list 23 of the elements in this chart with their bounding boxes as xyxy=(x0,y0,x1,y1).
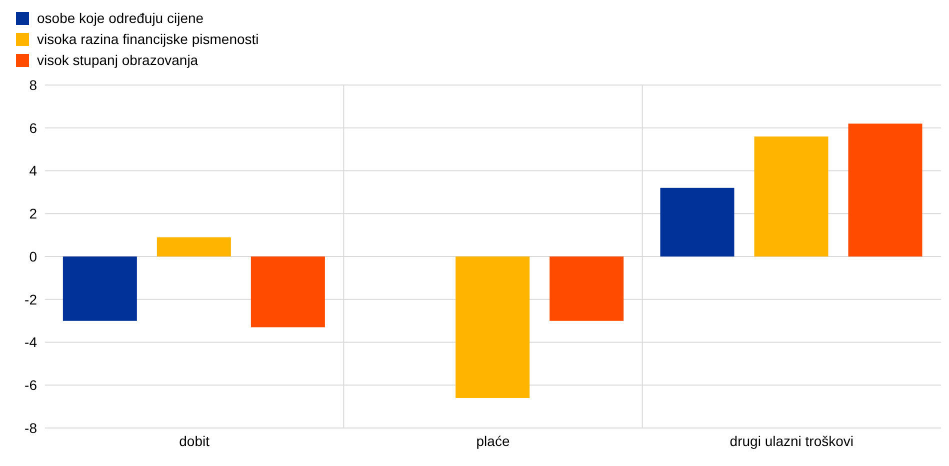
bar xyxy=(456,256,530,398)
y-tick-label: 6 xyxy=(29,120,38,136)
x-tick-label: plaće xyxy=(476,432,510,449)
y-tick-label: 0 xyxy=(29,248,38,264)
x-tick-label: dobit xyxy=(179,432,210,449)
bar xyxy=(156,237,231,256)
y-tick-label: -2 xyxy=(24,291,38,308)
bar xyxy=(62,256,137,321)
bar xyxy=(660,188,734,256)
y-tick-label: -4 xyxy=(24,334,38,350)
bar xyxy=(550,256,624,321)
y-tick-label: 4 xyxy=(29,162,38,179)
y-tick-label: 2 xyxy=(29,206,38,222)
legend-label: visok stupanj obrazovanja xyxy=(37,51,198,70)
legend-label: visoka razina financijske pismenosti xyxy=(37,30,259,49)
bar xyxy=(848,124,922,256)
x-tick-label: drugi ulazni troškovi xyxy=(730,432,854,449)
y-tick-label: -6 xyxy=(24,377,38,394)
bar xyxy=(250,256,325,328)
y-tick-label: -8 xyxy=(24,420,38,436)
legend-label: osobe koje određuju cijene xyxy=(37,9,204,28)
bar xyxy=(754,136,828,256)
y-tick-label: 8 xyxy=(29,76,38,93)
